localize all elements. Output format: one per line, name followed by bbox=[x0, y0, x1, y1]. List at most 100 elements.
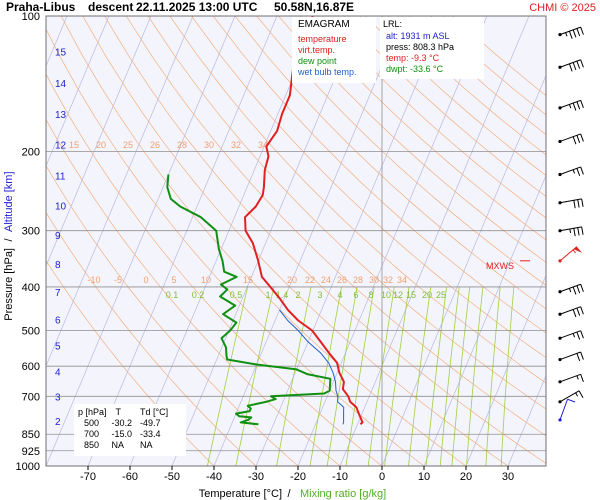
lrl-box: LRL: alt: 1931 m ASL press: 808.3 hPa te… bbox=[380, 17, 484, 79]
wind-barb-flag bbox=[573, 200, 576, 209]
wind-barbs bbox=[558, 26, 584, 422]
dry-adiabat-label: 26 bbox=[337, 275, 347, 285]
wind-barb-dot bbox=[558, 400, 562, 404]
wind-barb-half-flag bbox=[576, 375, 579, 380]
lrl-temp-row: temp: -9.3 °C bbox=[386, 53, 484, 64]
wind-barb-dot bbox=[558, 418, 562, 422]
altitude-tick-label: 3 bbox=[55, 393, 61, 404]
wind-barb-staff bbox=[559, 373, 581, 383]
wind-barb-half-flag bbox=[569, 228, 572, 233]
isotherm-line bbox=[46, 16, 194, 367]
isotherm-line bbox=[423, 174, 546, 466]
header-mode: descent bbox=[88, 0, 133, 14]
table-row: 700 -15.0 -33.4 bbox=[78, 429, 168, 440]
isotherm-line bbox=[507, 374, 546, 466]
wind-barb-flag bbox=[577, 227, 580, 236]
dry-adiabat-label: 10 bbox=[201, 275, 211, 285]
dry-adiabat-label: 28 bbox=[353, 275, 363, 285]
summary-col-t: T bbox=[115, 407, 122, 417]
p-tick-label: 400 bbox=[22, 282, 40, 294]
mixing-ratio-label: 0.1 bbox=[166, 290, 179, 300]
dry-adiabat-line bbox=[278, 16, 546, 263]
wind-barb-flag bbox=[572, 62, 577, 71]
wind-barb-half-flag bbox=[568, 288, 572, 293]
wind-barb bbox=[558, 373, 584, 384]
lrl-dwpt-row: dwpt: -33.6 °C bbox=[386, 64, 484, 75]
table-cell: NA bbox=[140, 440, 153, 450]
wind-barb-flag bbox=[580, 133, 584, 142]
dry-adiabat-label: 25 bbox=[123, 140, 133, 150]
altitude-tick-label: 2 bbox=[55, 417, 61, 428]
wind-barb-dot bbox=[558, 65, 562, 69]
wind-barb-flag bbox=[568, 31, 573, 39]
p-tick-label: 700 bbox=[22, 391, 40, 403]
x-tick-label: 20 bbox=[460, 471, 472, 483]
wind-barb-dot bbox=[558, 312, 562, 316]
wind-barb-half-flag bbox=[572, 169, 575, 174]
lrl-press-row: press: 808.3 hPa bbox=[386, 42, 484, 53]
table-cell: -33.4 bbox=[140, 429, 161, 439]
wind-barb bbox=[558, 330, 584, 340]
altitude-tick-label: 12 bbox=[55, 141, 67, 152]
dry-adiabat-line bbox=[299, 16, 546, 241]
wind-barb-flag bbox=[573, 228, 576, 237]
altitude-tick-label: 7 bbox=[55, 288, 61, 299]
dry-adiabat-label: 30 bbox=[369, 275, 379, 285]
mixing-ratio-label: 10 bbox=[381, 290, 391, 300]
dry-adiabat-label: 32 bbox=[231, 140, 241, 150]
wind-barb-flag bbox=[580, 166, 584, 175]
dry-adiabat-label: 28 bbox=[177, 140, 187, 150]
wind-barb bbox=[558, 390, 584, 404]
wind-barb-flag bbox=[580, 100, 584, 109]
wind-barb-flag bbox=[577, 199, 580, 208]
wind-barb bbox=[558, 226, 584, 237]
wind-barb-flag bbox=[576, 353, 581, 362]
wind-barb-staff bbox=[559, 59, 581, 68]
wind-barb-staff bbox=[559, 198, 582, 204]
wind-barb bbox=[558, 198, 584, 209]
lrl-alt-label: alt: bbox=[386, 31, 399, 41]
sounding-series bbox=[166, 16, 364, 426]
altitude-tick-label: 8 bbox=[55, 260, 61, 271]
p-tick-label: 850 bbox=[22, 429, 40, 441]
dry-adiabat-label: -5 bbox=[114, 275, 122, 285]
wind-barb-half-flag bbox=[568, 104, 572, 109]
altitude-tick-label: 9 bbox=[55, 231, 61, 242]
dry-adiabat-label: 20 bbox=[287, 275, 297, 285]
lrl-dwpt-value: -33.6 °C bbox=[410, 64, 444, 74]
legend-item-temperature: temperature bbox=[298, 34, 347, 44]
dry-adiabat-label: 20 bbox=[96, 140, 106, 150]
altitude-tick-label: 14 bbox=[55, 79, 67, 90]
wind-barb-flag bbox=[580, 284, 584, 292]
x-axis-title-2: Mixing ratio [g/kg] bbox=[300, 488, 386, 500]
legend-title: EMAGRAM bbox=[298, 19, 350, 30]
p-tick-label: 100 bbox=[22, 11, 40, 23]
wind-barb-flag bbox=[580, 374, 584, 382]
dry-adiabat-label: 24 bbox=[321, 275, 331, 285]
lrl-alt-value: 1931 m ASL bbox=[400, 31, 450, 41]
mixing-ratio-label: 1.4 bbox=[276, 290, 289, 300]
wind-barb-flag bbox=[572, 136, 577, 145]
wind-barb-flag bbox=[580, 306, 584, 315]
altitude-tick-label: 11 bbox=[55, 171, 66, 182]
header-coords: 50.58N,16.87E bbox=[274, 0, 354, 14]
x-tick-label: -10 bbox=[332, 471, 348, 483]
wind-barb-staff bbox=[559, 306, 581, 315]
wind-barb-half-flag bbox=[565, 32, 568, 37]
altitude-tick-label: 10 bbox=[55, 202, 67, 213]
isotherm-line bbox=[213, 16, 404, 466]
legend-item-wet-bulb: wet bulb temp. bbox=[298, 67, 357, 77]
wind-barb-dot bbox=[558, 139, 562, 144]
wind-barb-flag bbox=[576, 28, 581, 37]
altitude-tick-label: 4 bbox=[55, 367, 61, 378]
wind-barb-flag bbox=[581, 198, 584, 207]
mixing-ratio-label: 12 bbox=[393, 290, 403, 300]
wind-barb-staff bbox=[559, 399, 568, 421]
plot-frame bbox=[45, 15, 547, 467]
dry-adiabat-line bbox=[191, 16, 546, 359]
wind-barb-flag bbox=[581, 226, 584, 235]
wind-barb-flag bbox=[576, 307, 581, 316]
isotherm-line bbox=[255, 16, 446, 466]
wind-barb-dot bbox=[558, 357, 562, 362]
